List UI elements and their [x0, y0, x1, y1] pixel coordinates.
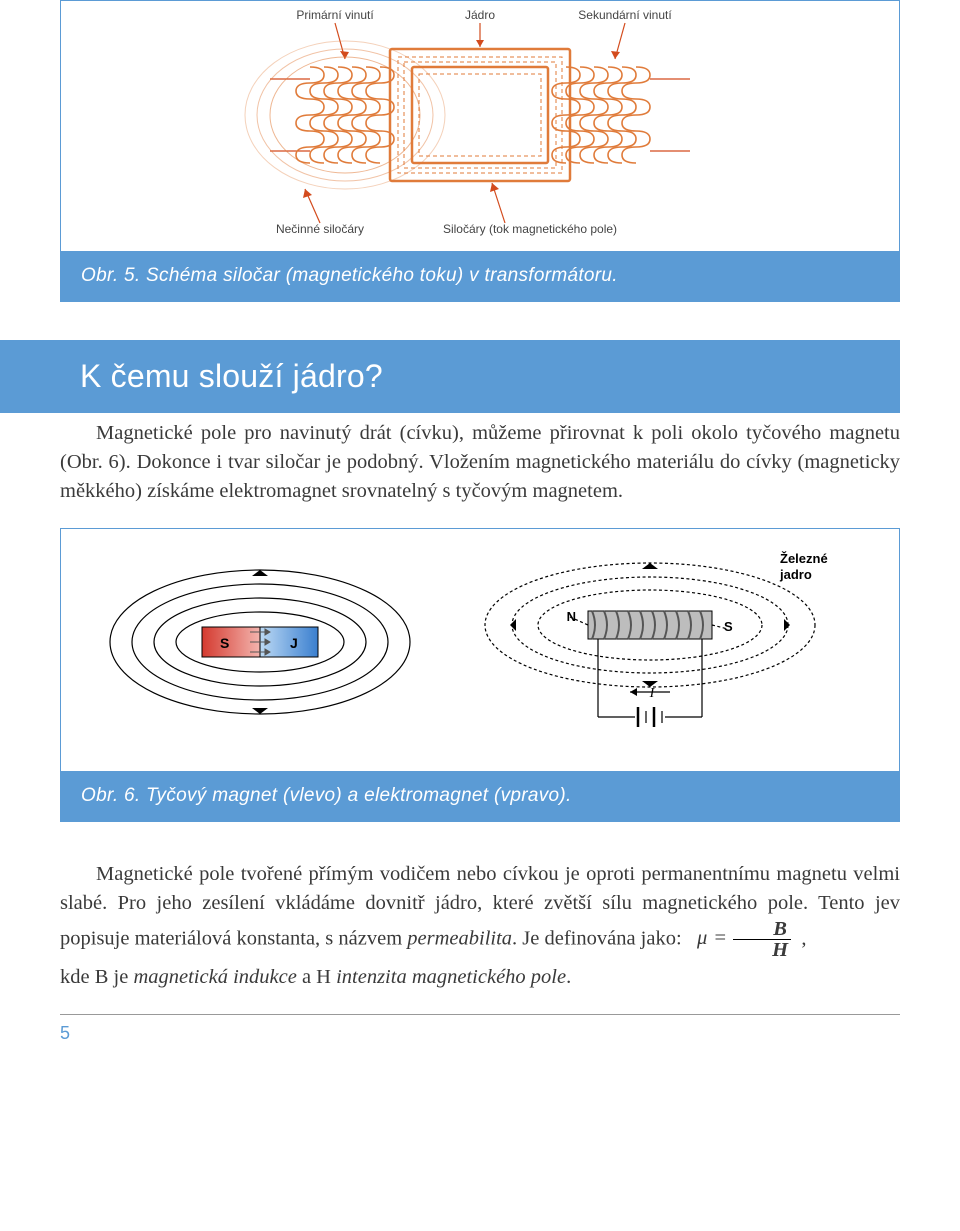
- electromagnet-graphic: Železné jadro N S: [485, 551, 828, 727]
- para2-part2: . Je definována jako:: [512, 927, 682, 949]
- label-fieldlines-flux: Siločáry (tok magnetického pole): [443, 222, 617, 236]
- para3-part2: a H: [297, 966, 336, 988]
- magnet-electromagnet-schematic: S J: [100, 547, 860, 757]
- formula-mu: μ: [697, 927, 707, 949]
- paragraph-1: Magnetické pole pro navinutý drát (cívku…: [60, 419, 900, 506]
- figure-5-box: Primární vinutí Jádro Sekundární vinutí: [60, 0, 900, 302]
- figure-6-caption: Obr. 6. Tyčový magnet (vlevo) a elektrom…: [61, 771, 899, 821]
- page-footer: 5: [60, 1014, 900, 1044]
- figure-5-caption: Obr. 5. Schéma siločar (magnetického tok…: [61, 251, 899, 301]
- para3-em2: intenzita magnetického pole: [336, 966, 566, 988]
- section-title: K čemu slouží jádro?: [62, 340, 900, 413]
- solenoid-s-label: S: [724, 619, 733, 634]
- paragraph-3: kde B je magnetická indukce a H intenzit…: [60, 963, 900, 992]
- solenoid-n-label: N: [567, 609, 576, 624]
- para2-permeabilita: permeabilita: [407, 927, 512, 949]
- para2-tail: ,: [801, 927, 806, 949]
- transformer-schematic: Primární vinutí Jádro Sekundární vinutí: [200, 1, 760, 251]
- primary-coil-graphic: [270, 67, 394, 163]
- label-core: Jádro: [465, 8, 495, 22]
- iron-core-label-2: jadro: [779, 567, 812, 582]
- label-primary-winding: Primární vinutí: [296, 8, 374, 22]
- para3-part1: kde B je: [60, 966, 133, 988]
- bar-magnet-j-label: J: [290, 635, 298, 651]
- para3-em1: magnetická indukce: [133, 966, 296, 988]
- section-header-bar: [0, 340, 62, 413]
- formula-h: H: [733, 940, 791, 961]
- label-secondary-winding: Sekundární vinutí: [578, 8, 672, 22]
- iron-core-label-1: Železné: [780, 551, 828, 566]
- para3-part3: .: [566, 966, 571, 988]
- figure-6-box: S J: [60, 528, 900, 822]
- label-idle-fieldlines: Nečinné siločáry: [276, 222, 364, 236]
- figure-6-image: S J: [61, 529, 899, 771]
- bar-magnet-graphic: S J: [110, 570, 410, 714]
- formula-permeability: μ = B H: [697, 927, 796, 949]
- current-label: I: [649, 686, 656, 701]
- paragraph-2: Magnetické pole tvořené přímým vodičem n…: [60, 860, 900, 960]
- section-header: K čemu slouží jádro?: [0, 340, 900, 413]
- page-number: 5: [60, 1023, 70, 1043]
- bar-magnet-s-label: S: [220, 635, 229, 651]
- figure-5-image: Primární vinutí Jádro Sekundární vinutí: [61, 1, 899, 251]
- formula-eq: =: [712, 927, 728, 949]
- secondary-coil-graphic: [552, 67, 690, 163]
- formula-b: B: [733, 919, 791, 941]
